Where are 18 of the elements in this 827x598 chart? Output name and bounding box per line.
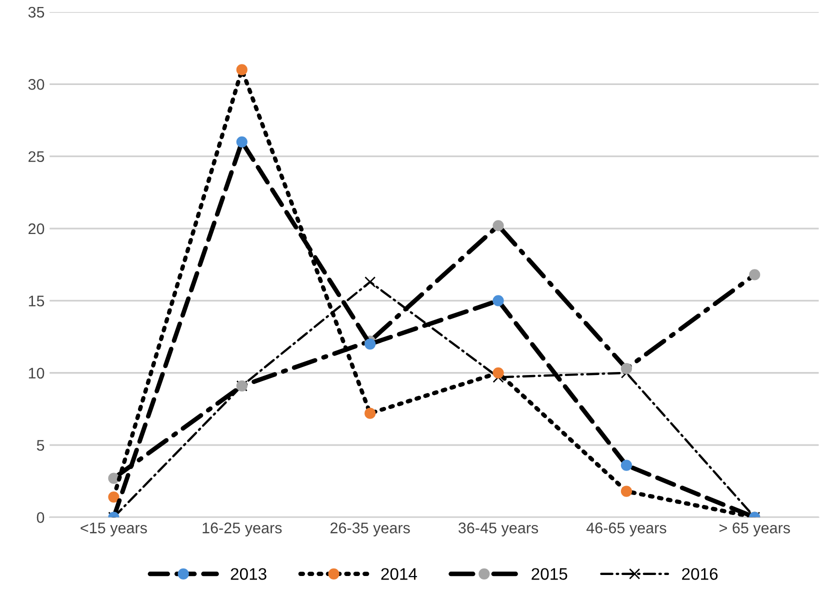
- x-tick-label: <15 years: [80, 522, 147, 536]
- x-tick-label: 26-35 years: [330, 522, 410, 536]
- x-tick-label: 36-45 years: [458, 522, 538, 536]
- y-tick-label: 20: [28, 223, 44, 234]
- x-tick-label: > 65 years: [720, 522, 790, 536]
- y-tick-label: 35: [28, 6, 44, 18]
- y-tick-label: 0: [36, 512, 44, 523]
- legend-label: 2013: [230, 568, 266, 580]
- y-tick-label: 15: [28, 296, 44, 306]
- y-tick-label: 30: [28, 79, 44, 90]
- legend-label: 2015: [532, 568, 568, 580]
- x-tick-label: 46-65 years: [586, 522, 666, 536]
- legend-label: 2016: [682, 568, 718, 580]
- x-tick-label: 16-25 years: [202, 522, 282, 536]
- y-tick-label: 25: [28, 151, 44, 162]
- y-tick-label: 10: [28, 368, 44, 379]
- legend-label: 2014: [381, 568, 418, 580]
- y-tick-label: 5: [36, 440, 44, 451]
